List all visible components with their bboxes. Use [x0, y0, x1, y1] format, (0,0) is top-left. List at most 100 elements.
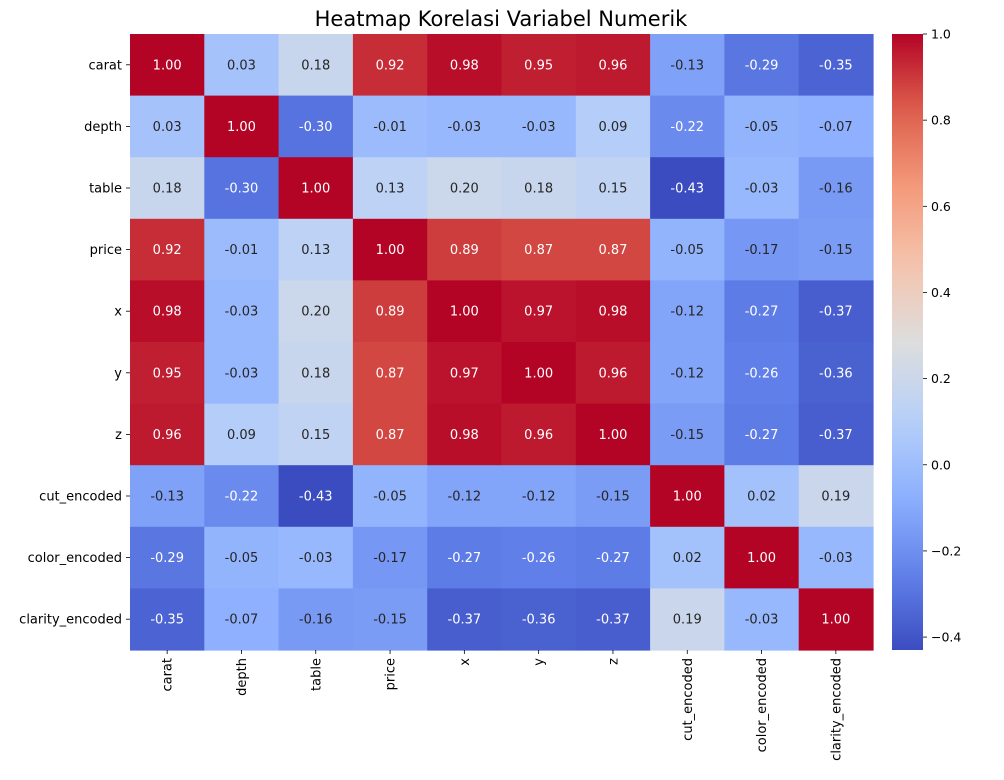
cell-value-label: -0.13 [670, 58, 704, 73]
heatmap-cell [278, 403, 354, 466]
cell-value-label: -0.16 [819, 182, 853, 197]
heatmap-cell [575, 218, 651, 281]
heatmap-cell [650, 342, 725, 405]
cell-value-label: 0.92 [153, 243, 182, 258]
y-tick-label: x [114, 305, 122, 320]
cell-value-label: -0.05 [745, 120, 779, 135]
heatmap-cell [352, 588, 428, 651]
heatmap-cell [650, 588, 725, 651]
heatmap-cell [798, 280, 874, 343]
heatmap-cell [798, 526, 874, 589]
cell-value-label: 0.96 [524, 428, 553, 443]
heatmap-cell [204, 588, 280, 651]
heatmap-cell [204, 465, 280, 528]
cell-value-label: 1.00 [524, 366, 553, 381]
heatmap-cell [204, 218, 280, 281]
cell-value-label: -0.03 [522, 120, 556, 135]
heatmap-cell [798, 403, 874, 466]
heatmap-cell [798, 218, 874, 281]
cell-value-label: -0.37 [596, 613, 630, 628]
cell-value-label: 0.87 [598, 243, 627, 258]
cell-value-label: 0.15 [301, 428, 330, 443]
cell-value-label: -0.15 [373, 613, 407, 628]
cell-value-label: 0.95 [153, 366, 182, 381]
heatmap-cell [501, 157, 577, 220]
cell-value-label: -0.37 [819, 428, 853, 443]
x-tick-label: carat [161, 658, 176, 692]
cell-value-label: 0.98 [450, 428, 479, 443]
heatmap-cell [427, 526, 503, 589]
x-tick-label: depth [235, 658, 250, 696]
y-tick-label: carat [88, 58, 122, 73]
cell-value-label: -0.13 [150, 490, 184, 505]
heatmap-cell [427, 95, 503, 158]
y-tick-label: clarity_encoded [19, 613, 122, 628]
cell-value-label: -0.22 [670, 120, 704, 135]
cell-value-label: 1.00 [376, 243, 405, 258]
cell-value-label: 1.00 [598, 428, 627, 443]
cell-value-label: 0.18 [524, 182, 553, 197]
cell-value-label: 0.09 [227, 428, 256, 443]
cell-value-label: -0.05 [670, 243, 704, 258]
y-tick-label: depth [84, 120, 122, 135]
heatmap-cell [278, 465, 354, 528]
cell-value-label: 1.00 [227, 120, 256, 135]
heatmap-cell [501, 588, 577, 651]
cell-value-label: 0.03 [227, 58, 256, 73]
cell-value-label: -0.01 [373, 120, 407, 135]
heatmap-cell [130, 280, 205, 343]
heatmap-cells [130, 34, 874, 651]
heatmap-cell [352, 157, 428, 220]
heatmap-cell [204, 157, 280, 220]
cell-value-label: 0.87 [524, 243, 553, 258]
cell-value-label: 0.96 [598, 58, 627, 73]
cell-value-label: 0.13 [376, 182, 405, 197]
heatmap-cell [724, 588, 800, 651]
cell-value-label: -0.17 [745, 243, 779, 258]
cell-value-label: 1.00 [673, 490, 702, 505]
cell-value-label: -0.43 [670, 182, 704, 197]
cell-value-label: -0.12 [670, 305, 704, 320]
heatmap-cell [650, 157, 725, 220]
y-tick-label: y [114, 366, 122, 381]
y-tick-label: table [89, 182, 122, 197]
heatmap-cell [650, 465, 725, 528]
colorbar-tick-label: 0.6 [931, 199, 951, 214]
heatmap-cell [798, 34, 874, 97]
colorbar-tick-label: 0.2 [931, 371, 951, 386]
heatmap-cell [427, 280, 503, 343]
cell-value-label: 1.00 [153, 58, 182, 73]
cell-value-label: -0.03 [225, 305, 259, 320]
cell-value-label: 0.02 [673, 551, 702, 566]
heatmap-cell [427, 218, 503, 281]
heatmap-cell [650, 280, 725, 343]
cell-value-label: 0.95 [524, 58, 553, 73]
cell-value-label: 0.09 [598, 120, 627, 135]
heatmap-cell [427, 588, 503, 651]
heatmap-cell [724, 280, 800, 343]
cell-value-label: -0.12 [670, 366, 704, 381]
heatmap-cell-labels: 1.00 0.03 0.18 0.92 0.98 0.95 0.96 -0.13 -0.29 -0… [150, 58, 852, 627]
heatmap-cell [204, 280, 280, 343]
heatmap-cell [724, 526, 800, 589]
x-axis-tick-labels: carat depth table price x y z cut_encoded color_… [161, 650, 844, 761]
cell-value-label: 1.00 [821, 613, 850, 628]
heatmap-cell [650, 34, 725, 97]
heatmap-cell [575, 95, 651, 158]
heatmap-cell [352, 465, 428, 528]
heatmap-cell [352, 34, 428, 97]
colorbar-tick-label: −0.2 [931, 543, 961, 558]
cell-value-label: 0.18 [301, 366, 330, 381]
heatmap-cell [501, 526, 577, 589]
heatmap-cell [352, 403, 428, 466]
cell-value-label: -0.26 [745, 366, 779, 381]
cell-value-label: 0.03 [153, 120, 182, 135]
cell-value-label: -0.15 [819, 243, 853, 258]
cell-value-label: 0.92 [376, 58, 405, 73]
heatmap-cell [501, 34, 577, 97]
colorbar-tick-label: 0.0 [931, 457, 951, 472]
heatmap-cell [798, 588, 874, 651]
cell-value-label: 0.02 [747, 490, 776, 505]
heatmap-cell [501, 218, 577, 281]
cell-value-label: -0.29 [745, 58, 779, 73]
